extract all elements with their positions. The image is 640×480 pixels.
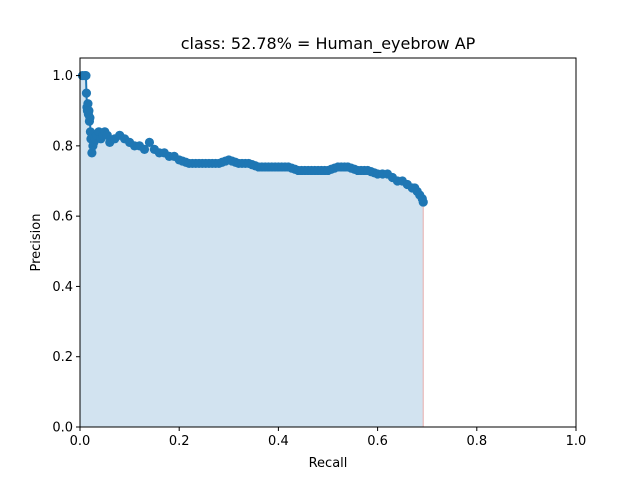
data-point xyxy=(85,113,95,123)
data-point xyxy=(139,144,150,154)
data-point xyxy=(83,99,93,109)
y-tick-label: 0.6 xyxy=(52,210,73,225)
y-tick-label: 0.8 xyxy=(52,139,73,154)
pr-curve-markers xyxy=(77,70,428,207)
data-point xyxy=(81,88,92,98)
x-axis-label: Recall xyxy=(309,456,348,471)
y-axis-label: Precision xyxy=(29,213,44,271)
data-point xyxy=(102,130,112,140)
y-axis-ticks: 0.0 0.2 0.4 0.6 0.8 1.0 xyxy=(52,69,80,436)
x-tick-label: 0.4 xyxy=(268,434,289,449)
x-tick-label: 1.0 xyxy=(566,434,587,449)
data-point xyxy=(87,148,97,158)
x-tick-label: 0.8 xyxy=(466,434,487,449)
x-tick-label: 0.0 xyxy=(70,434,91,449)
pr-area-fill xyxy=(82,75,424,428)
y-tick-label: 0.2 xyxy=(52,350,73,365)
x-tick-label: 0.2 xyxy=(169,434,190,449)
data-point xyxy=(144,137,155,147)
y-tick-label: 0.4 xyxy=(52,280,73,295)
plot-area xyxy=(77,70,428,428)
y-tick-label: 0.0 xyxy=(52,421,73,436)
data-point xyxy=(81,70,91,81)
data-point xyxy=(418,197,428,207)
x-tick-label: 0.6 xyxy=(367,434,388,449)
chart-title: class: 52.78% = Human_eyebrow AP xyxy=(181,34,476,54)
x-axis-ticks: 0.0 0.2 0.4 0.6 0.8 1.0 xyxy=(70,427,587,449)
y-tick-label: 1.0 xyxy=(52,69,73,84)
axes-frame xyxy=(79,57,577,428)
pr-area-fill-start xyxy=(80,75,83,428)
data-point xyxy=(84,106,94,116)
